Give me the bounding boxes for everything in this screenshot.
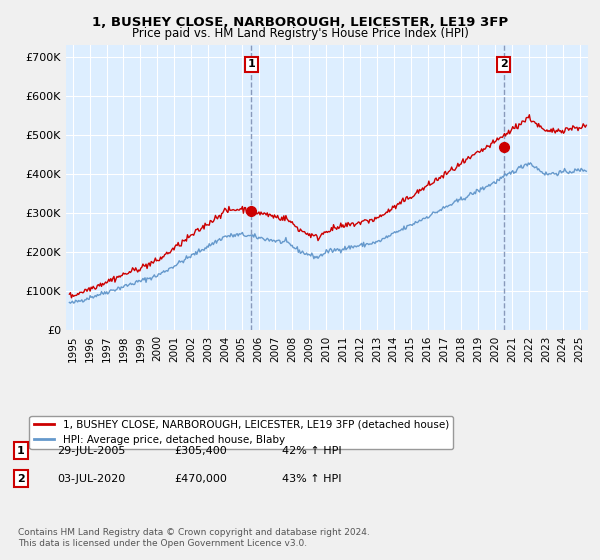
Text: 2: 2 [17,474,25,484]
Text: 2: 2 [500,59,508,69]
Text: 03-JUL-2020: 03-JUL-2020 [57,474,125,484]
Text: 29-JUL-2005: 29-JUL-2005 [57,446,125,456]
Text: Price paid vs. HM Land Registry's House Price Index (HPI): Price paid vs. HM Land Registry's House … [131,27,469,40]
Text: 1: 1 [247,59,255,69]
Text: 1: 1 [17,446,25,456]
Text: Contains HM Land Registry data © Crown copyright and database right 2024.
This d: Contains HM Land Registry data © Crown c… [18,528,370,548]
Legend: 1, BUSHEY CLOSE, NARBOROUGH, LEICESTER, LE19 3FP (detached house), HPI: Average : 1, BUSHEY CLOSE, NARBOROUGH, LEICESTER, … [29,416,453,449]
Text: 42% ↑ HPI: 42% ↑ HPI [282,446,341,456]
Text: £470,000: £470,000 [174,474,227,484]
Text: 1, BUSHEY CLOSE, NARBOROUGH, LEICESTER, LE19 3FP: 1, BUSHEY CLOSE, NARBOROUGH, LEICESTER, … [92,16,508,29]
Text: 43% ↑ HPI: 43% ↑ HPI [282,474,341,484]
Text: £305,400: £305,400 [174,446,227,456]
